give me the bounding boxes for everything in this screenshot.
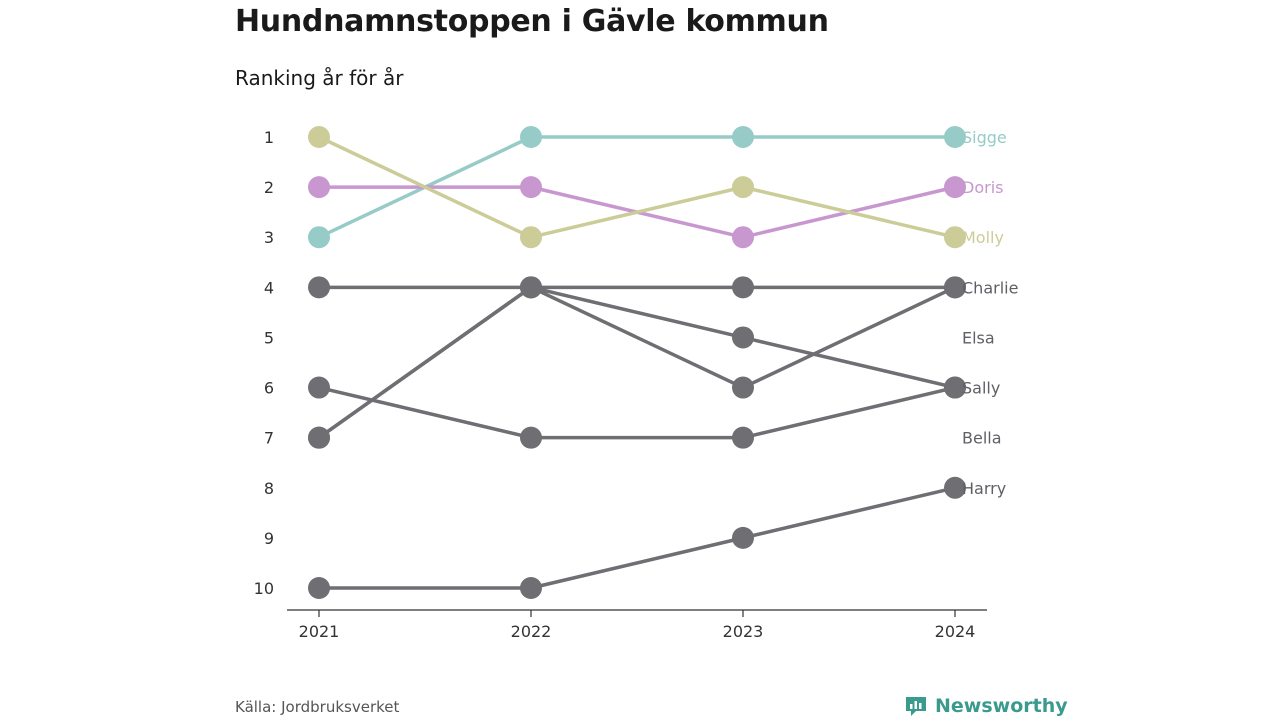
series-label-elsa: Elsa bbox=[962, 328, 995, 347]
x-tick-label: 2022 bbox=[511, 622, 552, 641]
series-point-sigge bbox=[944, 126, 966, 148]
series-point-sigge bbox=[308, 226, 330, 249]
series-point-doris bbox=[944, 176, 966, 199]
series-line-sally bbox=[317, 285, 957, 440]
series-charlie bbox=[308, 276, 966, 299]
series-line-bella bbox=[317, 385, 957, 440]
series-point-bella bbox=[732, 426, 754, 449]
x-tick-label: 2024 bbox=[935, 622, 976, 641]
series-point-charlie bbox=[732, 276, 754, 299]
series-point-harry bbox=[520, 577, 542, 599]
series-label-charlie: Charlie bbox=[962, 278, 1018, 297]
y-tick-label: 7 bbox=[264, 429, 274, 448]
series-point-elsa bbox=[732, 376, 754, 399]
series-label-harry: Harry bbox=[962, 479, 1006, 498]
series-point-doris bbox=[520, 176, 542, 199]
newsworthy-logo-icon bbox=[906, 697, 926, 716]
series-molly bbox=[308, 126, 966, 249]
series-point-bella bbox=[308, 376, 330, 399]
series-line-elsa bbox=[317, 285, 957, 440]
y-tick-label: 5 bbox=[264, 328, 274, 347]
x-axis-ticks: 2021 2022 2023 2024 bbox=[299, 610, 976, 641]
source-note: Källa: Jordbruksverket bbox=[235, 698, 400, 716]
brand-name: Newsworthy bbox=[935, 695, 1068, 717]
series-point-sigge bbox=[520, 126, 542, 148]
series-bella bbox=[308, 376, 966, 449]
x-tick-label: 2021 bbox=[299, 622, 340, 641]
y-tick-label: 4 bbox=[264, 278, 274, 297]
series-point-doris bbox=[308, 176, 330, 199]
series-sally bbox=[308, 276, 966, 449]
bump-chart: 1 2 3 4 5 6 7 8 9 10 2021 2022 2023 2024 Sigge Doris M… bbox=[254, 126, 1018, 641]
series-point-elsa bbox=[944, 276, 966, 299]
x-tick-label: 2023 bbox=[723, 622, 764, 641]
y-tick-label: 3 bbox=[264, 228, 274, 247]
series-label-sally: Sally bbox=[962, 379, 1000, 398]
series-labels: Sigge Doris Molly Charlie Elsa Sally Bella Harr… bbox=[962, 128, 1018, 498]
series-point-doris bbox=[732, 226, 754, 249]
y-axis-ticks: 1 2 3 4 5 6 7 8 9 10 bbox=[254, 128, 274, 598]
series-point-molly bbox=[520, 226, 542, 249]
series-point-molly bbox=[944, 226, 966, 249]
series-label-sigge: Sigge bbox=[962, 128, 1007, 147]
series-point-harry bbox=[944, 476, 966, 499]
series-point-sally bbox=[520, 276, 542, 299]
series-label-doris: Doris bbox=[962, 178, 1003, 197]
series-lines bbox=[308, 126, 966, 599]
y-tick-label: 1 bbox=[264, 128, 274, 147]
chart-title: Hundnamnstoppen i Gävle kommun bbox=[235, 4, 829, 39]
series-point-bella bbox=[944, 376, 966, 399]
series-label-molly: Molly bbox=[962, 228, 1004, 247]
y-tick-label: 2 bbox=[264, 178, 274, 197]
brand-logo[interactable]: Newsworthy bbox=[905, 692, 1068, 720]
y-tick-label: 9 bbox=[264, 529, 274, 548]
series-point-molly bbox=[732, 176, 754, 199]
y-tick-label: 6 bbox=[264, 379, 274, 398]
series-label-bella: Bella bbox=[962, 429, 1002, 448]
series-point-harry bbox=[732, 526, 754, 549]
chart-subtitle: Ranking år för år bbox=[235, 66, 404, 90]
y-tick-label: 8 bbox=[264, 479, 274, 498]
series-point-molly bbox=[308, 126, 330, 148]
series-point-bella bbox=[520, 426, 542, 449]
series-harry bbox=[308, 476, 966, 599]
series-elsa bbox=[308, 276, 966, 449]
y-tick-label: 10 bbox=[254, 579, 274, 598]
series-line-molly bbox=[317, 135, 957, 239]
series-line-harry bbox=[317, 486, 957, 590]
series-point-harry bbox=[308, 577, 330, 599]
series-point-sigge bbox=[732, 126, 754, 148]
series-point-sally bbox=[732, 326, 754, 349]
series-point-charlie bbox=[308, 276, 330, 299]
series-point-sally bbox=[308, 426, 330, 449]
